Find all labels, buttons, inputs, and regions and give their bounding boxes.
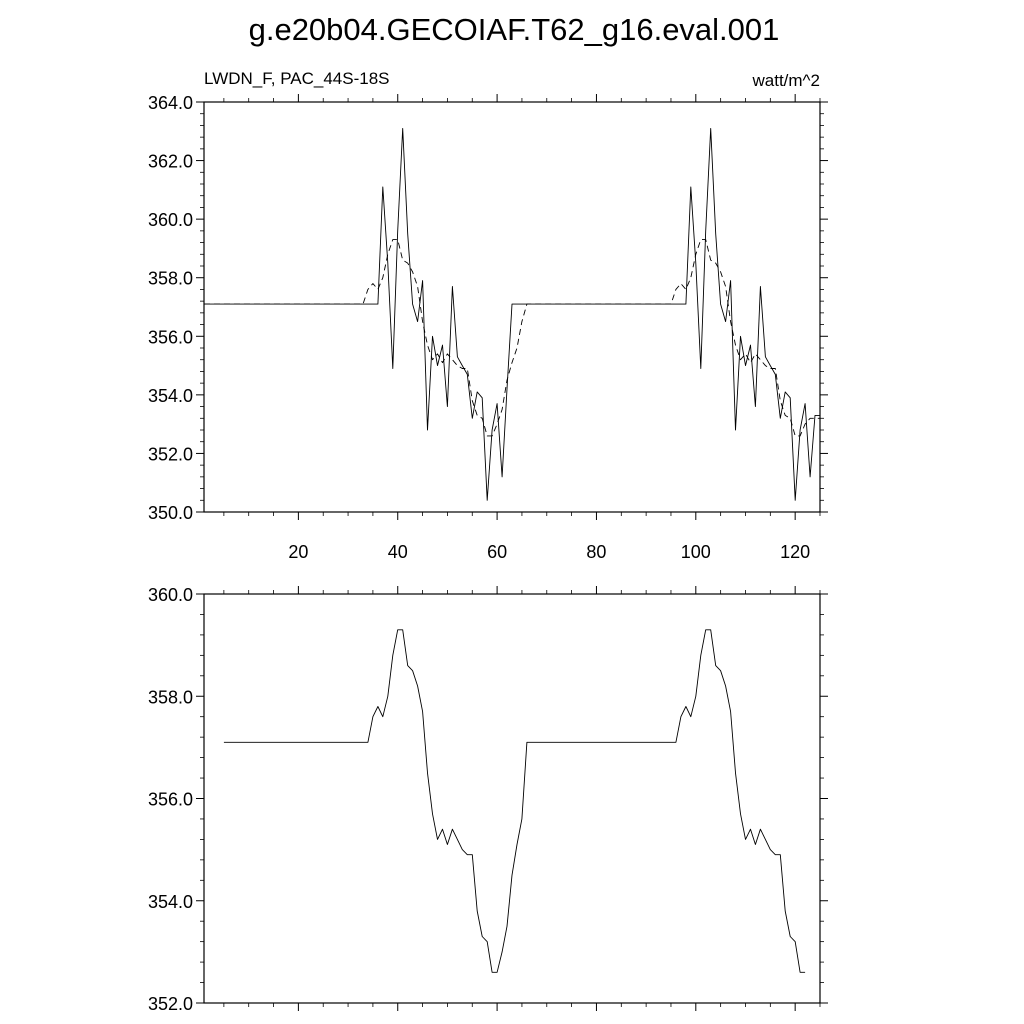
y-tick-label: 362.0 — [148, 152, 193, 172]
x-tick-label: 120 — [780, 542, 810, 562]
y-tick-label: 364.0 — [148, 93, 193, 113]
x-tick-label: 100 — [681, 542, 711, 562]
x-tick-label: 60 — [487, 542, 507, 562]
series-dashed-line — [204, 239, 820, 437]
y-tick-label: 350.0 — [148, 503, 193, 523]
y-tick-label: 356.0 — [148, 327, 193, 347]
y-tick-label: 352.0 — [148, 444, 193, 464]
series-solid-line — [223, 629, 806, 973]
series-solid-line — [204, 127, 820, 501]
bottom-panel: 352.0 354.0 356.0 358.0 360.0 — [148, 585, 828, 1014]
x-tick-label: 20 — [288, 542, 308, 562]
y-tick-label: 354.0 — [148, 892, 193, 912]
y-tick-label: 360.0 — [148, 210, 193, 230]
chart-title: g.e20b04.GECOIAF.T62_g16.eval.001 — [249, 12, 780, 47]
top-panel: 350.0 352.0 354.0 356.0 358.0 360.0 362.0 364.0… — [148, 93, 828, 562]
plot-frame — [203, 593, 821, 1004]
x-tick-label: 40 — [388, 542, 408, 562]
y-tick-label: 356.0 — [148, 790, 193, 810]
y-tick-label: 352.0 — [148, 994, 193, 1014]
panel-label-left: LWDN_F, PAC_44S-18S — [204, 69, 390, 88]
x-tick-label: 80 — [586, 542, 606, 562]
panel-label-right: watt/m^2 — [752, 71, 821, 90]
y-tick-label: 358.0 — [148, 269, 193, 289]
y-tick-label: 358.0 — [148, 687, 193, 707]
y-tick-label: 360.0 — [148, 585, 193, 605]
plot-frame — [203, 101, 821, 513]
y-tick-label: 354.0 — [148, 386, 193, 406]
